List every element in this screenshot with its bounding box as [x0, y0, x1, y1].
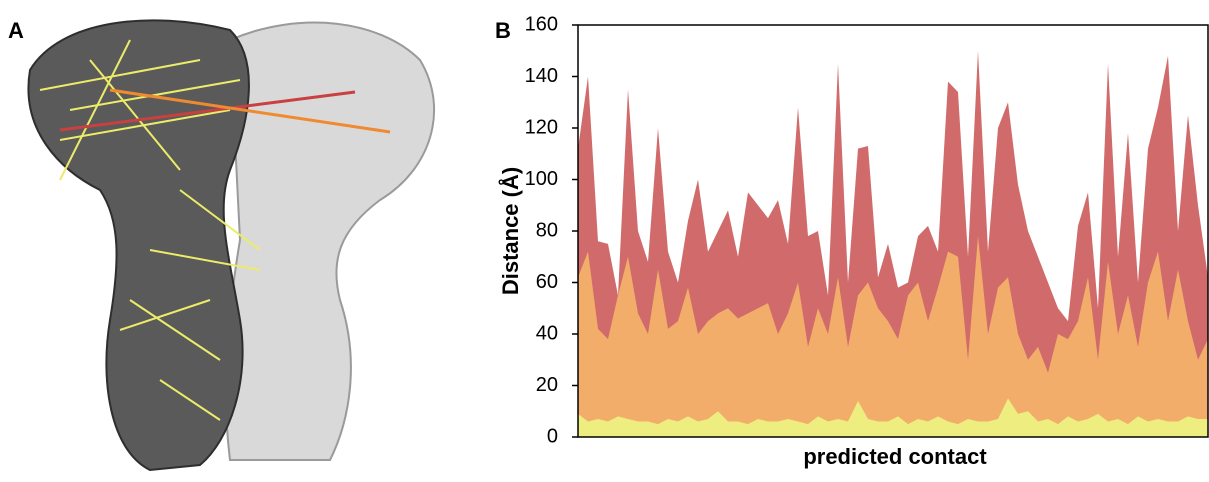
x-axis-label: predicted contact	[803, 444, 987, 469]
y-tick-label: 20	[536, 374, 558, 396]
y-tick-label: 120	[525, 116, 558, 138]
contact-lines	[39, 39, 261, 421]
protein-structure: A	[8, 18, 435, 472]
y-tick-label: 160	[525, 13, 558, 35]
y-tick-label: 60	[536, 271, 558, 293]
area	[578, 236, 1208, 437]
y-tick-label: 100	[525, 168, 558, 190]
dark-chain	[27, 19, 250, 472]
y-tick-label: 140	[525, 65, 558, 87]
y-tick-label: 40	[536, 322, 558, 344]
long-contact	[59, 90, 356, 132]
long-contact	[109, 88, 391, 134]
plot-frame	[577, 24, 1209, 438]
light-chain	[224, 21, 435, 461]
panel-label: A	[8, 18, 24, 43]
area	[578, 398, 1208, 437]
panel-label: B	[495, 18, 511, 43]
y-tick-label: 0	[547, 425, 558, 447]
y-axis-label: Distance (Å)	[497, 167, 523, 295]
y-tick-label: 80	[536, 219, 558, 241]
